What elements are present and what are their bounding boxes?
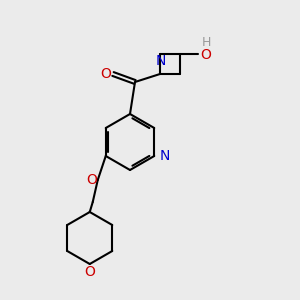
Text: O: O [84, 265, 95, 279]
Text: O: O [200, 48, 211, 62]
Text: N: N [156, 54, 166, 68]
Text: O: O [86, 173, 97, 187]
Text: H: H [202, 36, 211, 49]
Text: N: N [159, 149, 170, 163]
Text: O: O [100, 67, 111, 81]
